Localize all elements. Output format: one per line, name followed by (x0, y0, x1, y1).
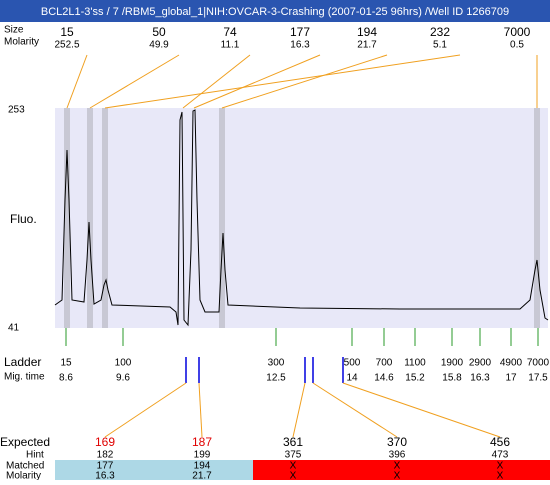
hint: 396 (389, 450, 406, 461)
ladder-size: 4900 (500, 358, 523, 369)
y-bottom-label: 41 (8, 323, 20, 334)
ladder-size: 700 (376, 358, 393, 369)
connectors (104, 382, 501, 438)
ladder-size: 7000 (527, 358, 550, 369)
peak-connector (182, 54, 251, 109)
peak-band (64, 108, 70, 328)
peak-band (219, 108, 225, 328)
molarity-label: Molarity (4, 37, 39, 48)
peak-size: 7000 (504, 25, 531, 39)
hint-label: Hint (26, 450, 44, 461)
peak-molarity: 11.1 (221, 40, 240, 51)
peak-size: 15 (60, 25, 74, 39)
matched-molarity: 16.3 (95, 471, 115, 480)
ladder-label: Ladder (4, 355, 41, 369)
peak-molarity: 0.5 (510, 40, 524, 51)
peak-molarity: 49.9 (149, 40, 169, 51)
peak-size: 50 (152, 25, 166, 39)
peak-size: 177 (290, 25, 310, 39)
ladder-size: 2900 (469, 358, 492, 369)
hint: 182 (97, 450, 114, 461)
y-top-label: 253 (8, 105, 25, 116)
ladder-size: 300 (268, 358, 285, 369)
matched: X (394, 461, 401, 472)
peak-connector (221, 54, 388, 109)
ladder-size: 1900 (441, 358, 464, 369)
expected-molarity-label: Molarity (6, 471, 41, 480)
matched: 194 (194, 461, 211, 472)
plot-area (55, 108, 548, 328)
ladder-time: 12.5 (266, 373, 286, 384)
expected-size: 361 (283, 435, 303, 449)
trace (54, 109, 549, 327)
matched-label: Matched (6, 461, 44, 472)
peak-molarity: 5.1 (433, 40, 447, 51)
peak-connector (104, 54, 461, 109)
matched-molarity: X (394, 471, 401, 480)
title: BCL2L1-3'ss / 7 /RBM5_global_1|NIH:OVCAR… (41, 6, 509, 18)
peak-connector (66, 54, 88, 109)
peak-molarity: 16.3 (290, 40, 310, 51)
peak-connector (89, 54, 180, 109)
ladder-size: 1100 (404, 358, 426, 369)
expected-size: 187 (192, 435, 212, 449)
expected-size: 370 (387, 435, 407, 449)
peak-band (87, 108, 93, 328)
unmatched-bg (253, 460, 550, 480)
peak-band (534, 108, 540, 328)
matched: X (290, 461, 297, 472)
matched: X (497, 461, 504, 472)
hint: 199 (194, 450, 211, 461)
size-label: Size (4, 25, 24, 36)
peak-size: 194 (357, 25, 377, 39)
ladder-time: 17 (505, 373, 517, 384)
ladder-time: 14.6 (374, 373, 394, 384)
peak-band (102, 108, 108, 328)
y-axis-label: Fluo. (10, 212, 37, 226)
ladder-time: 14 (346, 373, 358, 384)
ladder-time: 8.6 (59, 373, 73, 384)
ladder-size: 100 (115, 358, 132, 369)
ladder-time: 9.6 (116, 373, 130, 384)
matched-bg (55, 460, 253, 480)
expected-size: 456 (490, 435, 510, 449)
ladder-time: 17.5 (528, 373, 548, 384)
matched-molarity: X (497, 471, 504, 480)
ladder-time: 16.3 (470, 373, 490, 384)
hint: 473 (492, 450, 509, 461)
title-bar (0, 0, 550, 22)
peak-size: 74 (223, 25, 237, 39)
expected-label: Expected (0, 435, 50, 449)
matched-molarity: 21.7 (192, 471, 212, 480)
ladder-time: 15.8 (442, 373, 462, 384)
ladder-size: 15 (60, 358, 72, 369)
peak-molarity: 21.7 (357, 40, 377, 51)
ladder-time: 15.2 (405, 373, 425, 384)
mig-time-label: Mig. time (4, 372, 45, 383)
peak-size: 232 (430, 25, 450, 39)
hint: 375 (285, 450, 302, 461)
markers (185, 357, 344, 383)
peak-connector (193, 54, 321, 109)
matched-molarity: X (290, 471, 297, 480)
peak-molarity: 252.5 (54, 40, 79, 51)
matched: 177 (97, 461, 114, 472)
ladder-size: 500 (344, 358, 361, 369)
expected-size: 169 (95, 435, 115, 449)
